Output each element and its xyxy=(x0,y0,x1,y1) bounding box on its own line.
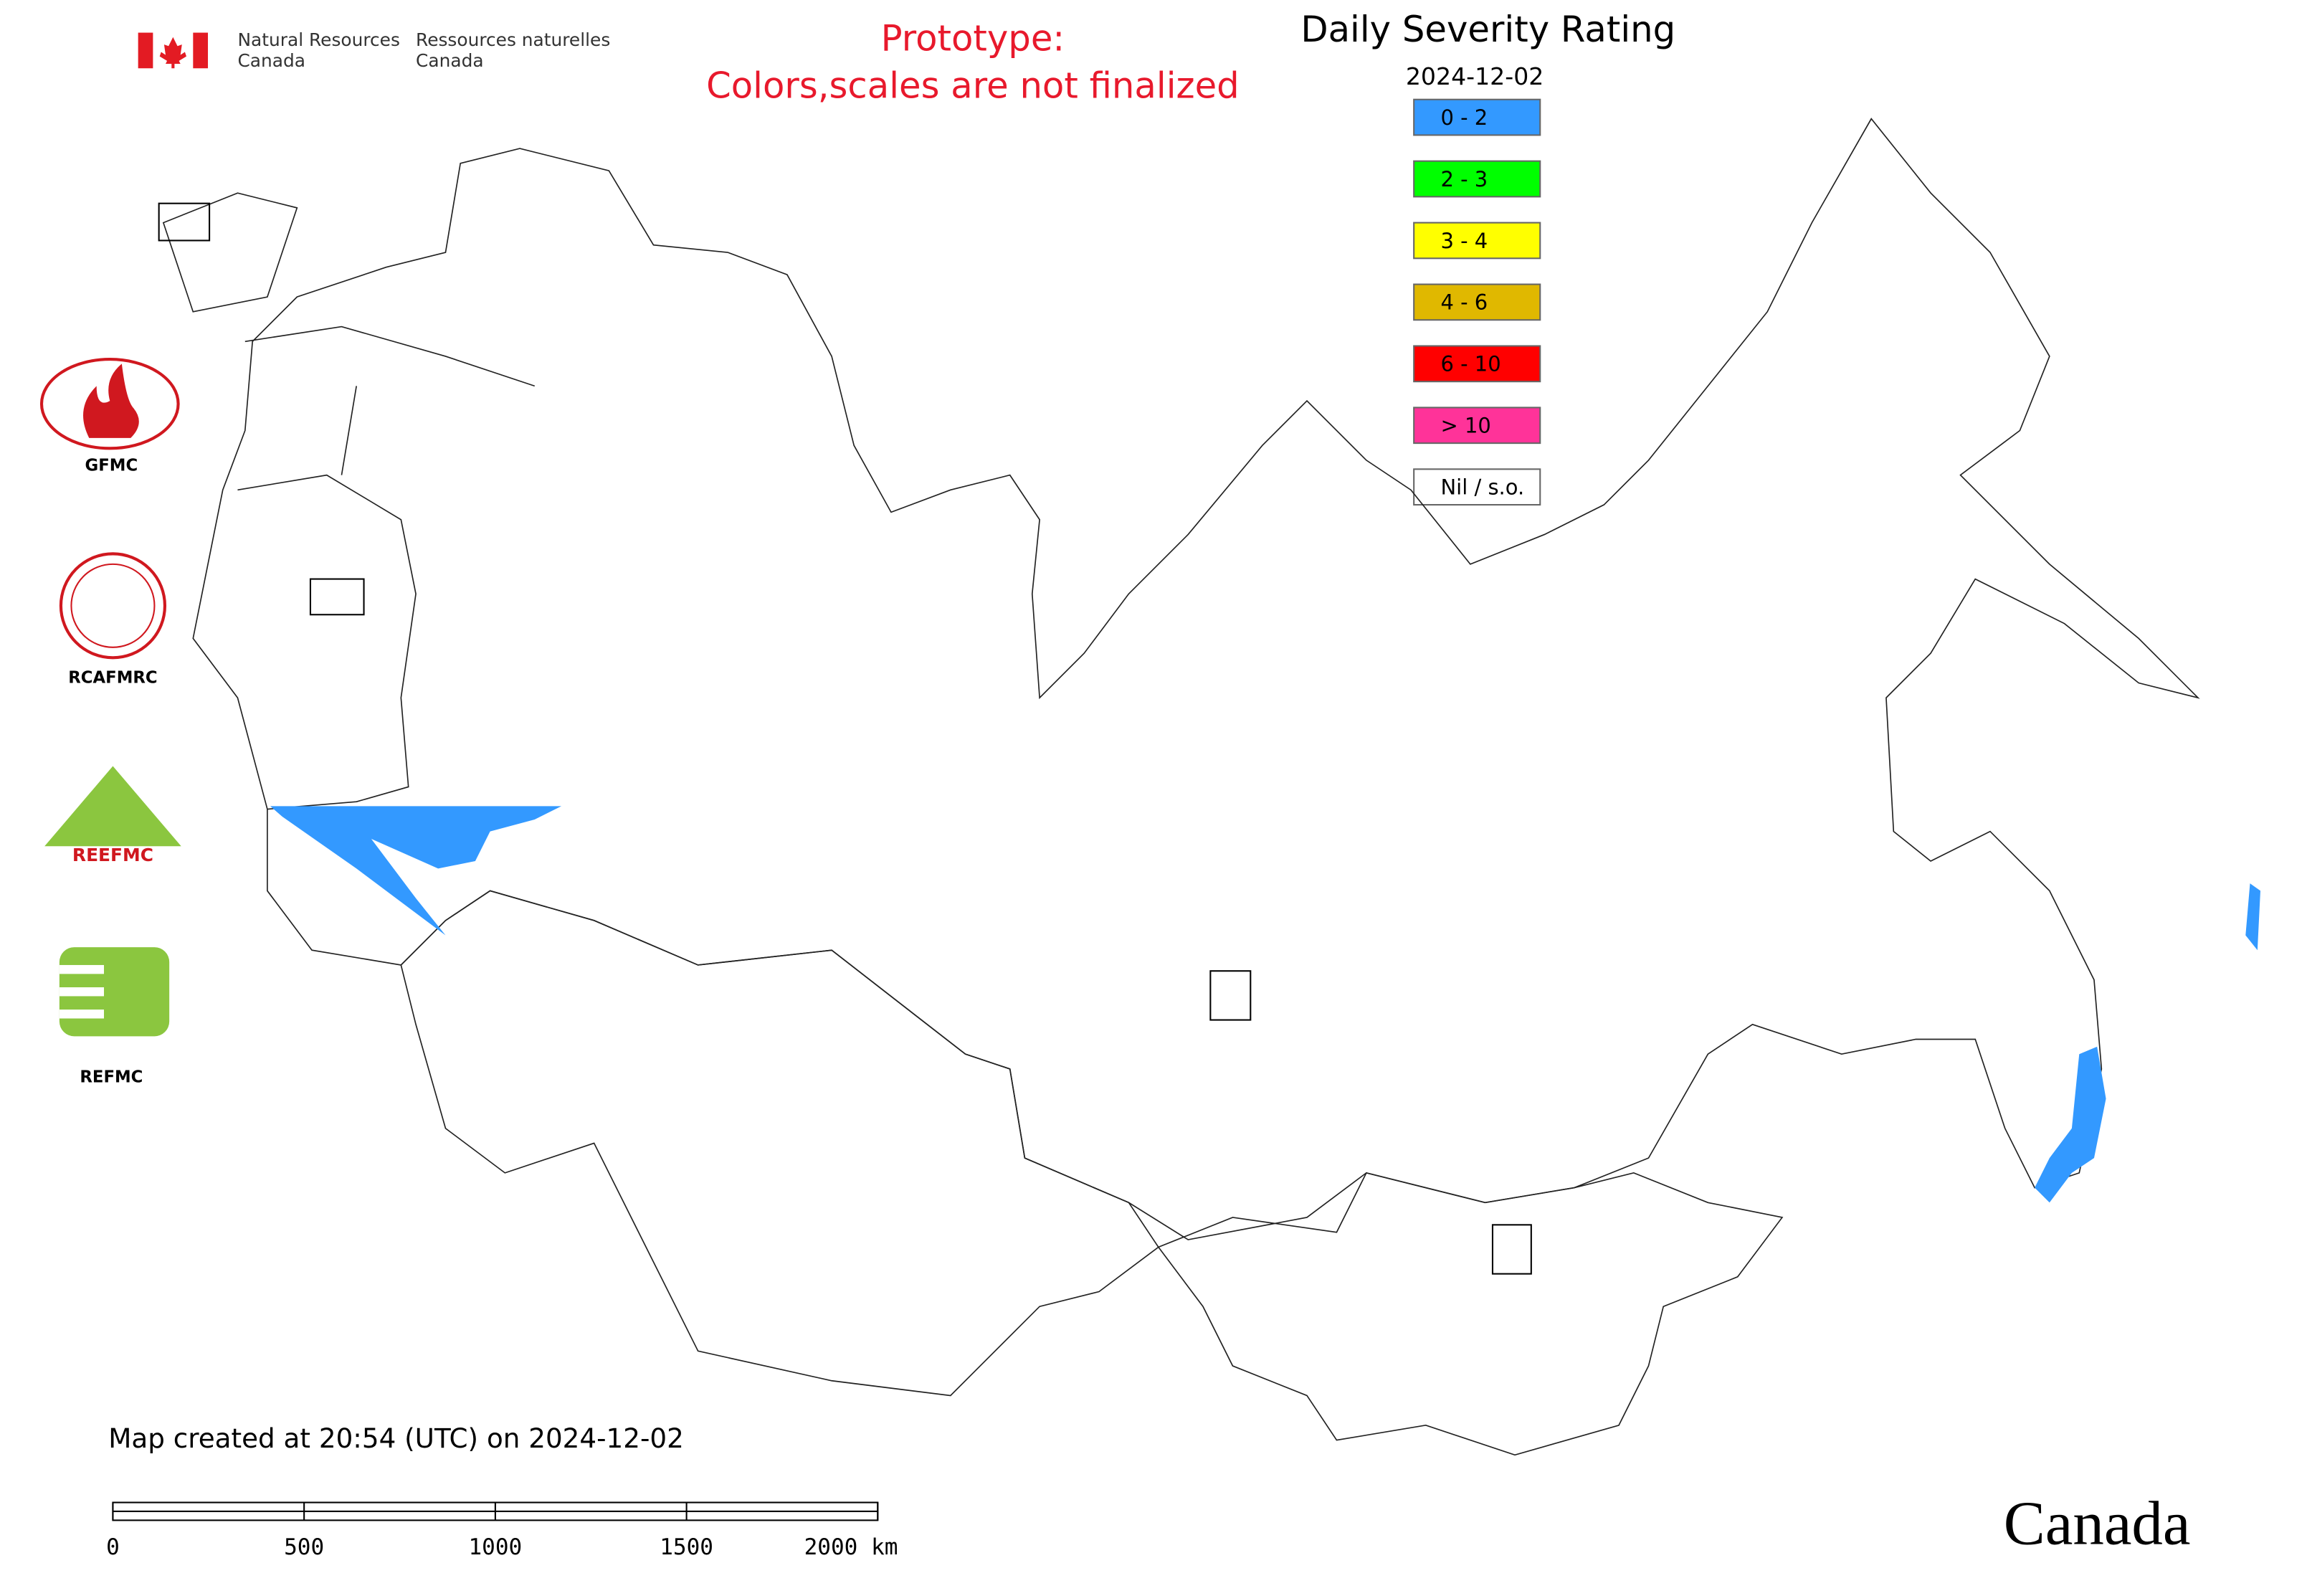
refmc-logo: REFMC xyxy=(59,947,170,1087)
scale-label: 500 xyxy=(284,1534,324,1560)
legend-title: Daily Severity Rating xyxy=(1300,9,1675,50)
legend-swatch xyxy=(1413,468,1541,506)
scale-bar: 0 500 1000 1500 2000 km xyxy=(106,1501,898,1560)
rcafmrc-logo: RCAFMRC xyxy=(59,552,167,688)
gfmc-logo: GFMC xyxy=(39,358,180,475)
legend-label: 0 - 2 xyxy=(1440,105,1488,130)
legend-label: 3 - 4 xyxy=(1440,229,1488,253)
legend-swatch xyxy=(1413,98,1541,136)
legend-date: 2024-12-02 xyxy=(1406,62,1544,90)
legend-swatch xyxy=(1413,283,1541,321)
notice: Prototype: xyxy=(881,17,1065,59)
severity-area xyxy=(270,806,2260,1203)
legend-label: 2 - 3 xyxy=(1440,167,1488,191)
legend-swatch xyxy=(1413,407,1541,445)
agency-fr: Ressources naturelles xyxy=(416,29,610,50)
canada-flag xyxy=(138,32,209,69)
agency-en: Canada xyxy=(237,50,305,71)
logo-label: REEFMC xyxy=(72,845,153,865)
logo-label: RCAFMRC xyxy=(68,669,157,688)
country-outlines xyxy=(162,118,2200,1456)
legend-label: > 10 xyxy=(1440,414,1490,438)
notice: Colors,scales are not finalized xyxy=(706,65,1240,107)
scale-label: 1000 xyxy=(468,1534,522,1560)
legend: 0 - 2 2 - 3 3 - 4 4 - 6 6 - 10 > 10 Nil / s.o. xyxy=(1413,98,1541,506)
legend-label: 4 - 6 xyxy=(1440,290,1488,315)
legend-label: Nil / s.o. xyxy=(1440,475,1524,500)
scale-label: 0 xyxy=(106,1534,120,1560)
canada-wordmark: Canada xyxy=(2004,1488,2191,1558)
legend-label: 6 - 10 xyxy=(1440,352,1500,376)
legend-swatch xyxy=(1413,160,1541,198)
agency-fr: Canada xyxy=(416,50,484,71)
agency-en: Natural Resources xyxy=(237,29,399,50)
legend-swatch xyxy=(1413,222,1541,260)
logo-label: GFMC xyxy=(85,456,138,475)
scale-label: 1500 xyxy=(660,1534,713,1560)
logo-label: REFMC xyxy=(80,1068,143,1087)
reefmc-logo: REEFMC xyxy=(44,766,181,865)
map-icons xyxy=(158,202,1532,1275)
scale-label: 2000 km xyxy=(804,1534,898,1560)
map-created: Map created at 20:54 (UTC) on 2024-12-02 xyxy=(108,1422,684,1454)
legend-swatch xyxy=(1413,345,1541,383)
